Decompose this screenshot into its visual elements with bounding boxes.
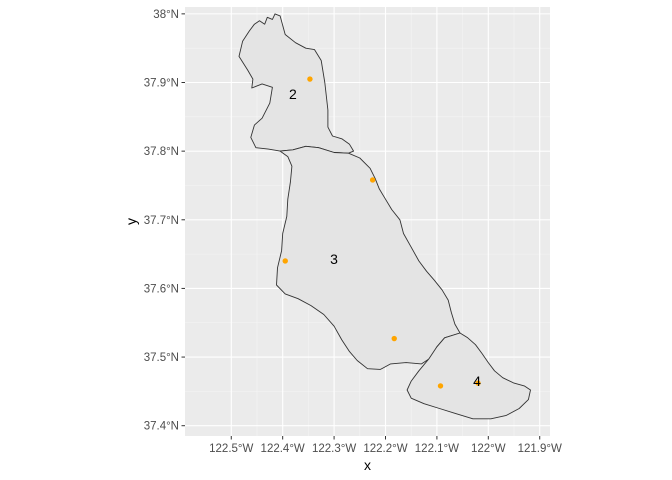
region-3-label: 3 — [330, 251, 338, 267]
point-marker — [307, 76, 313, 82]
y-tick-label: 38°N — [153, 9, 179, 21]
point-marker — [282, 258, 288, 264]
y-tick-label: 37.7°N — [144, 215, 179, 227]
region-4-label: 4 — [473, 373, 481, 389]
region-labels: 2 3 4 — [289, 86, 481, 389]
y-tick-label: 37.9°N — [144, 78, 179, 90]
x-tick-label: 122.4°W — [261, 443, 305, 455]
x-tick-label: 121.9°W — [518, 443, 562, 455]
x-tick-label: 122.1°W — [415, 443, 459, 455]
point-marker — [391, 335, 397, 342]
x-axis: 122.5°W 122.4°W 122.3°W 122.2°W 122.1°W 122°W… — [209, 436, 562, 455]
region-2-label: 2 — [289, 86, 297, 102]
y-tick-label: 37.6°N — [144, 283, 179, 295]
region-4-shape — [406, 332, 531, 420]
regions — [238, 13, 531, 420]
y-axis-title: y — [123, 218, 139, 225]
y-tick-label: 37.8°N — [144, 146, 179, 158]
point-marker — [437, 383, 444, 389]
x-axis-title: x — [364, 457, 371, 473]
x-tick-label: 122.3°W — [312, 443, 356, 455]
y-tick-label: 37.5°N — [144, 352, 179, 364]
point-marker — [475, 380, 481, 386]
points — [282, 76, 481, 389]
x-tick-label: 122.2°W — [363, 443, 407, 455]
y-tick-label: 37.4°N — [144, 421, 179, 433]
y-axis: 37.4°N 37.5°N 37.6°N 37.7°N 37.8°N 37.9°N 38°N — [144, 9, 185, 433]
point-marker — [369, 177, 376, 183]
x-tick-label: 122°W — [471, 443, 506, 455]
x-tick-label: 122.5°W — [209, 443, 253, 455]
